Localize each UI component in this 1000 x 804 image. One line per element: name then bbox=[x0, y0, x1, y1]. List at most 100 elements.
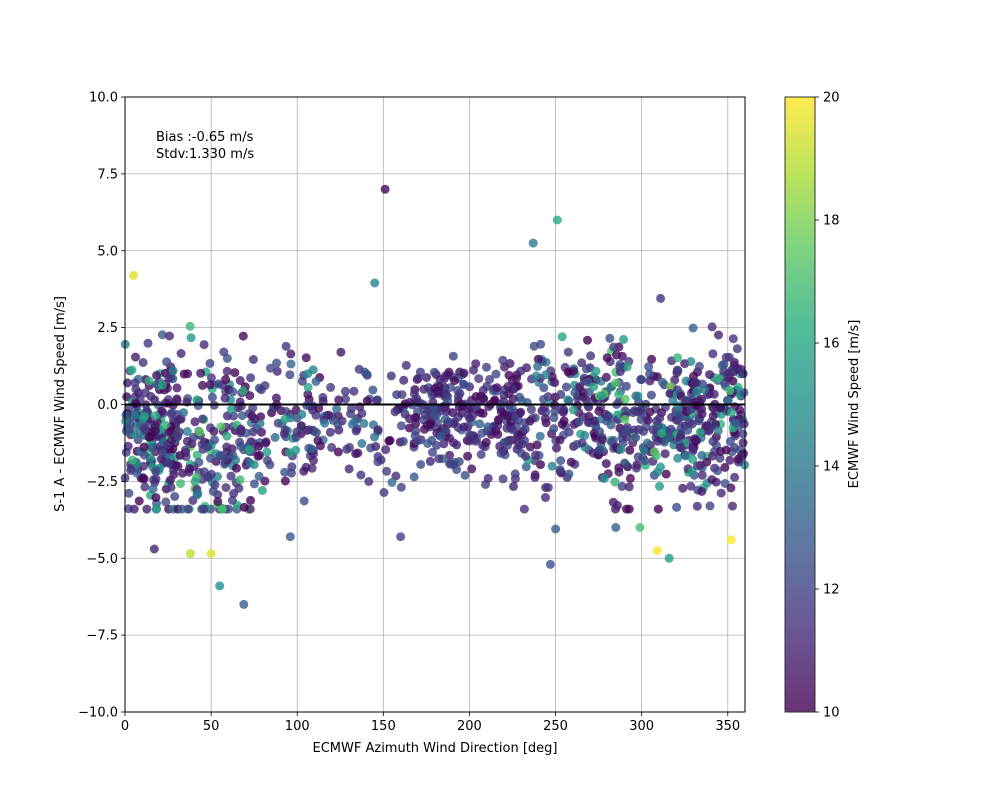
scatter-point bbox=[138, 358, 148, 367]
scatter-point bbox=[459, 380, 469, 389]
scatter-point bbox=[219, 347, 229, 357]
scatter-point bbox=[621, 427, 631, 436]
scatter-point bbox=[344, 464, 354, 474]
y-tick-label: 10.0 bbox=[89, 91, 118, 106]
scatter-point bbox=[602, 353, 612, 363]
x-tick-label: 300 bbox=[629, 719, 654, 734]
scatter-point bbox=[173, 432, 183, 441]
scatter-point bbox=[653, 421, 663, 431]
scatter-point bbox=[196, 368, 206, 378]
outlier-point bbox=[528, 238, 538, 248]
scatter-point bbox=[611, 378, 620, 388]
scatter-point bbox=[725, 437, 735, 446]
scatter-point bbox=[609, 342, 619, 352]
scatter-point bbox=[448, 351, 458, 361]
scatter-point bbox=[425, 456, 435, 466]
x-tick-label: 50 bbox=[203, 719, 220, 734]
scatter-point bbox=[735, 405, 745, 415]
scatter-point bbox=[309, 456, 318, 465]
scatter-point bbox=[143, 338, 153, 348]
scatter-point bbox=[220, 393, 230, 403]
scatter-point bbox=[681, 451, 691, 461]
scatter-point bbox=[372, 396, 382, 406]
scatter-point bbox=[216, 422, 226, 432]
scatter-point bbox=[432, 440, 441, 450]
scatter-point bbox=[637, 375, 646, 385]
scatter-point bbox=[670, 375, 680, 385]
scatter-point bbox=[280, 476, 290, 486]
outlier-point bbox=[370, 278, 380, 288]
outlier-point bbox=[380, 184, 390, 194]
scatter-point bbox=[127, 365, 137, 375]
scatter-point bbox=[205, 380, 215, 390]
scatter-point bbox=[594, 406, 604, 416]
scatter-point bbox=[550, 406, 560, 416]
outlier-point bbox=[611, 523, 621, 532]
scatter-point bbox=[379, 488, 389, 497]
scatter-point bbox=[601, 459, 611, 469]
scatter-point bbox=[496, 448, 506, 458]
scatter-point bbox=[530, 472, 540, 482]
scatter-point bbox=[563, 347, 573, 357]
scatter-point bbox=[126, 465, 136, 475]
scatter-point bbox=[532, 440, 542, 450]
scatter-point bbox=[235, 437, 245, 447]
scatter-point bbox=[702, 421, 712, 431]
scatter-point bbox=[235, 376, 245, 385]
scatter-point bbox=[433, 389, 443, 398]
scatter-point bbox=[304, 443, 314, 453]
y-tick-label: −7.5 bbox=[86, 629, 118, 644]
scatter-point bbox=[694, 361, 704, 371]
scatter-point bbox=[577, 438, 587, 448]
scatter-point bbox=[237, 411, 247, 421]
scatter-point bbox=[356, 470, 366, 480]
scatter-point bbox=[639, 446, 649, 455]
colorbar-tick-label: 18 bbox=[823, 214, 840, 229]
scatter-point bbox=[653, 436, 663, 446]
scatter-point bbox=[140, 482, 150, 492]
scatter-point bbox=[357, 439, 367, 448]
scatter-point bbox=[603, 412, 613, 422]
y-tick-label: 5.0 bbox=[97, 244, 118, 259]
scatter-point bbox=[228, 387, 238, 397]
scatter-point bbox=[226, 471, 236, 481]
scatter-points bbox=[120, 184, 750, 609]
scatter-point bbox=[478, 408, 488, 418]
scatter-point bbox=[660, 449, 670, 459]
scatter-point bbox=[708, 411, 718, 421]
scatter-point bbox=[291, 433, 301, 442]
scatter-point bbox=[465, 436, 474, 446]
scatter-point bbox=[151, 426, 160, 436]
scatter-point bbox=[207, 392, 217, 402]
outlier-point bbox=[726, 535, 736, 545]
scatter-point bbox=[705, 501, 715, 511]
scatter-point bbox=[166, 482, 176, 492]
scatter-point bbox=[314, 403, 324, 413]
scatter-point bbox=[172, 396, 182, 406]
scatter-point bbox=[341, 394, 351, 404]
scatter-point bbox=[557, 404, 567, 414]
y-tick-label: 0.0 bbox=[97, 398, 118, 413]
scatter-point bbox=[481, 437, 491, 447]
scatter-point bbox=[556, 456, 566, 466]
scatter-point bbox=[160, 420, 170, 430]
scatter-point bbox=[176, 349, 186, 358]
scatter-point bbox=[732, 344, 742, 354]
scatter-point bbox=[126, 419, 136, 429]
scatter-point bbox=[539, 394, 548, 404]
scatter-point bbox=[521, 462, 531, 472]
scatter-point bbox=[697, 470, 707, 480]
scatter-point bbox=[144, 432, 154, 442]
scatter-point bbox=[336, 347, 346, 357]
scatter-point bbox=[496, 407, 506, 417]
scatter-point bbox=[227, 495, 237, 505]
scatter-point bbox=[622, 504, 631, 514]
scatter-point bbox=[498, 355, 508, 365]
scatter-point bbox=[591, 366, 601, 376]
scatter-point bbox=[257, 486, 267, 495]
scatter-point bbox=[692, 501, 702, 511]
scatter-point bbox=[398, 436, 408, 446]
scatter-point bbox=[370, 432, 379, 442]
scatter-point bbox=[228, 451, 238, 461]
